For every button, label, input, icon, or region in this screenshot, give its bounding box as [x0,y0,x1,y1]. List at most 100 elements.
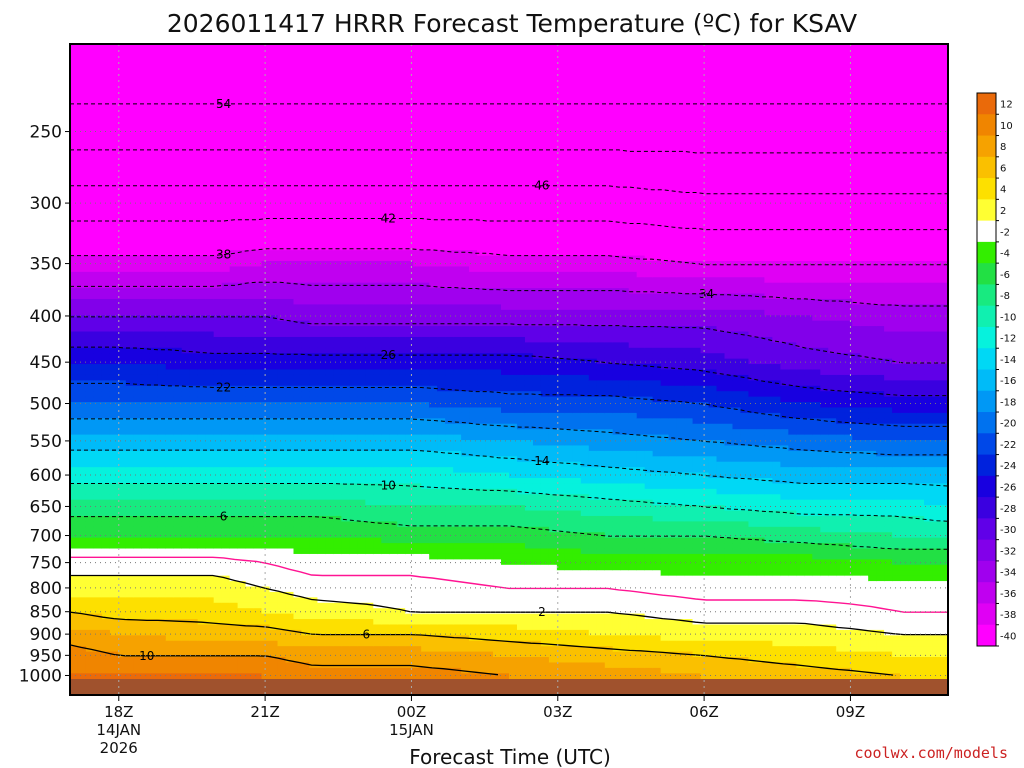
temp-cell [109,570,119,577]
temp-cell [261,298,271,305]
temp-cell [221,179,231,186]
temp-cell [349,575,358,582]
temp-cell [93,467,103,474]
temp-cell [93,98,103,105]
temp-cell [101,483,111,490]
temp-cell [101,250,111,257]
temp-cell [125,152,135,159]
temp-cell [365,640,374,647]
temp-cell [245,510,255,517]
temp-cell [149,374,159,381]
temp-cell [133,326,143,333]
temp-cell [85,347,95,354]
temp-cell [349,336,358,343]
temp-cell [101,667,111,674]
temp-cell [317,358,327,365]
temp-cell [381,304,390,311]
temp-cell [309,293,319,300]
temp-cell [349,640,358,647]
temp-cell [157,619,167,626]
temp-cell [277,553,287,560]
temp-cell [365,412,374,419]
temp-cell [253,212,263,219]
temp-cell [85,309,95,316]
temp-cell [245,266,255,273]
temp-cell [269,608,279,615]
temp-cell [389,440,398,447]
temp-cell [349,271,358,278]
temp-cell [381,87,390,94]
temp-cell [245,223,255,230]
temp-cell [277,646,287,653]
temp-cell [245,521,255,528]
temp-cell [70,141,79,148]
temp-cell [109,423,119,430]
temp-cell [269,478,279,485]
temp-cell [109,505,119,512]
temp-cell [253,71,263,78]
temp-cell [341,298,350,305]
temp-cell [77,141,87,148]
temp-cell [181,472,191,479]
temp-cell [125,71,135,78]
temp-cell [325,336,334,343]
temp-cell [285,233,295,240]
temp-cell [317,478,327,485]
temp-cell [149,526,159,533]
temp-cell [237,586,247,593]
temp-cell [389,163,398,170]
temp-cell [157,396,167,403]
temp-cell [133,87,143,94]
temp-cell [349,179,358,186]
temp-cell [213,239,223,246]
temp-cell [269,521,279,528]
temp-cell [237,488,247,495]
temp-cell [341,168,350,175]
temp-cell [197,125,207,132]
temp-cell [293,591,303,598]
temp-cell [70,619,79,626]
temp-cell [165,71,175,78]
temp-cell [221,277,231,284]
temp-cell [277,385,287,392]
temp-cell [125,613,135,620]
temp-cell [85,125,95,132]
temp-cell [141,467,151,474]
temp-cell [189,304,199,311]
temp-cell [173,364,183,371]
temp-cell [213,570,223,577]
temp-cell [205,380,215,387]
temp-cell [341,570,350,577]
temp-cell [293,298,303,305]
temp-cell [325,288,334,295]
temp-cell [293,114,303,121]
temp-cell [77,450,87,457]
temp-cell [221,92,231,99]
temp-cell [277,223,287,230]
temp-cell [117,320,127,327]
temp-cell [173,423,183,430]
temp-cell [85,418,95,425]
temp-cell [357,657,366,664]
temp-cell [277,667,287,674]
temp-cell [325,434,334,441]
temp-cell [101,271,111,278]
temp-cell [349,608,358,615]
temp-cell [301,114,311,121]
temp-cell [341,114,350,121]
temp-cell [173,440,183,447]
temp-cell [317,195,327,202]
temp-cell [117,255,127,262]
temp-cell [333,667,342,674]
temp-cell [173,456,183,463]
temp-cell [269,81,279,88]
temp-cell [293,597,303,604]
temp-cell [205,136,215,143]
temp-cell [237,114,247,121]
temp-cell [293,629,303,636]
temp-cell [189,629,199,636]
temp-cell [245,494,255,501]
temp-cell [133,190,143,197]
temp-cell [285,163,295,170]
temp-cell [341,407,350,414]
